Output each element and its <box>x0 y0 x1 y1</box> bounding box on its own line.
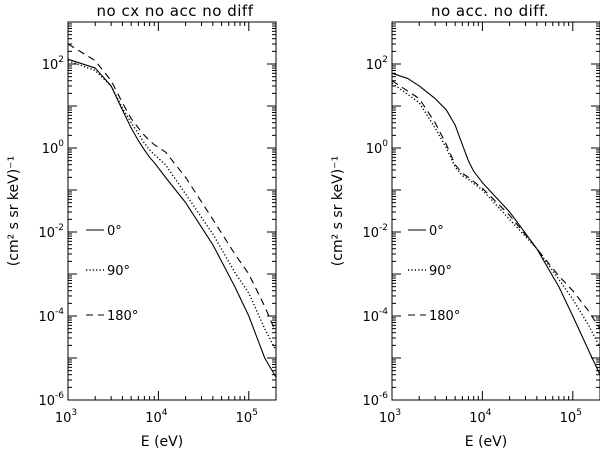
y-tick-label: 102 <box>42 55 64 73</box>
series-group <box>392 72 600 375</box>
y-tick-label: 10-4 <box>362 307 388 325</box>
legend-label: 0° <box>107 224 122 239</box>
chart-title: no cx no acc no diff <box>97 2 254 20</box>
x-tick-label: 105 <box>236 408 258 426</box>
y-tick-label: 100 <box>366 139 389 157</box>
x-tick-label: 103 <box>55 408 77 426</box>
x-axis-label: E (eV) <box>141 434 183 450</box>
chart-title: no acc. no diff. <box>431 2 549 20</box>
legend-label: 0° <box>429 224 444 239</box>
legend-label: 90° <box>429 264 452 279</box>
y-tick-label: 100 <box>42 139 65 157</box>
x-tick-label: 104 <box>145 408 168 426</box>
y-tick-label: 10-6 <box>38 391 64 409</box>
legend-label: 180° <box>429 309 460 324</box>
series-group <box>68 43 276 378</box>
legend-label: 180° <box>107 309 138 324</box>
series-line-solid <box>392 72 600 375</box>
y-tick-label: 102 <box>366 55 388 73</box>
chart-panel-left: no cx no acc no diff 10-6 10-4 10-2 100 102 10… <box>6 2 277 450</box>
x-tick-label: 103 <box>379 408 401 426</box>
y-tick-label: 10-2 <box>38 223 64 241</box>
y-axis-label: (cm² s sr keV)⁻¹ <box>330 156 346 266</box>
plot-frame <box>391 21 600 401</box>
y-tick-label: 10-2 <box>362 223 388 241</box>
chart-panel-right: no acc. no diff. 10-6 10-4 10-2 100 102 103 104… <box>330 2 600 450</box>
y-axis-label: (cm² s sr keV)⁻¹ <box>6 156 22 266</box>
x-tick-label: 104 <box>469 408 492 426</box>
series-line-solid <box>68 58 276 378</box>
series-line-dashed <box>392 80 600 329</box>
plot-frame <box>67 21 277 401</box>
y-tick-label: 10-4 <box>38 307 64 325</box>
series-line-dashed <box>68 43 276 333</box>
y-tick-label: 10-6 <box>362 391 388 409</box>
x-axis-label: E (eV) <box>465 434 507 450</box>
legend-label: 90° <box>107 264 130 279</box>
x-tick-label: 105 <box>560 408 582 426</box>
